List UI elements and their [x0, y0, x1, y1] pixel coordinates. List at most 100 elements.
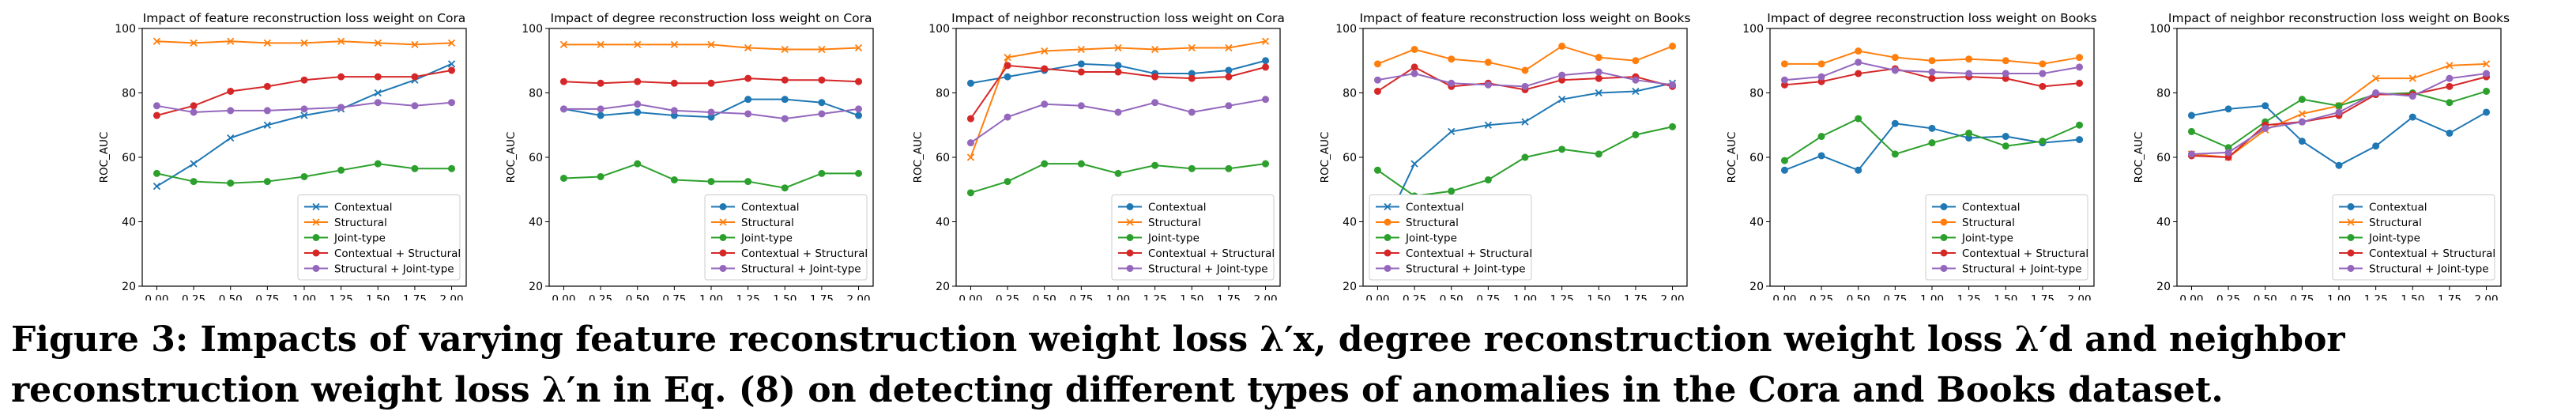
data-point — [2446, 99, 2454, 107]
data-point — [1373, 166, 1381, 174]
data-point — [1004, 178, 1011, 186]
data-point — [1817, 152, 1825, 160]
chart-panel-2: Impact of degree reconstruction loss wei… — [505, 11, 874, 300]
x-tick-label: 0.25 — [996, 293, 1019, 300]
data-point — [1928, 68, 1936, 76]
data-point — [2262, 102, 2269, 110]
data-point — [300, 105, 308, 113]
data-point — [1114, 169, 1122, 177]
legend-item: Structural — [1376, 217, 1459, 229]
data-point — [854, 43, 863, 52]
data-point — [670, 176, 678, 184]
data-point — [190, 160, 198, 168]
x-tick-label: 1.00 — [1920, 293, 1944, 300]
data-point — [2298, 96, 2306, 104]
legend-label: Joint-type — [1961, 232, 2013, 245]
data-point — [781, 115, 789, 123]
data-point — [2482, 60, 2491, 68]
legend-label: Structural — [1406, 217, 1459, 229]
legend-item: Contextual — [2339, 202, 2427, 214]
x-tick-label: 0.50 — [1440, 293, 1463, 300]
x-tick-label: 0.00 — [552, 293, 575, 300]
figure-caption: Figure 3: Impacts of varying feature rec… — [11, 315, 2568, 416]
legend-marker — [1940, 249, 1948, 257]
chart-title: Impact of feature reconstruction loss we… — [143, 11, 466, 25]
legend-box — [704, 194, 868, 281]
x-tick-label: 1.75 — [810, 293, 834, 300]
data-point — [447, 39, 456, 47]
x-tick-label: 0.00 — [958, 293, 982, 300]
data-point — [966, 139, 974, 147]
data-point — [1965, 129, 1973, 137]
legend-marker — [1126, 265, 1134, 272]
data-point — [1928, 57, 1936, 65]
data-point — [818, 99, 826, 107]
data-point — [1780, 166, 1788, 174]
legend-marker — [2347, 234, 2355, 241]
data-point — [1780, 60, 1788, 68]
x-tick-label: 1.00 — [699, 293, 723, 300]
data-point — [153, 37, 161, 45]
x-tick-label: 1.25 — [1550, 293, 1574, 300]
x-tick-label: 0.75 — [1883, 293, 1907, 300]
x-tick-label: 1.50 — [1180, 293, 1203, 300]
data-point — [818, 169, 826, 177]
data-point — [337, 73, 345, 81]
y-axis-label: ROC_AUC — [2133, 132, 2145, 183]
data-point — [559, 105, 567, 113]
data-point — [1373, 60, 1381, 68]
data-point — [227, 134, 235, 142]
data-point — [781, 45, 789, 54]
legend-marker — [2347, 203, 2355, 210]
data-point — [227, 179, 235, 187]
data-point — [1817, 60, 1825, 68]
data-point — [707, 178, 715, 186]
legend-label: Contextual + Structural — [741, 247, 868, 260]
caption-part-3: and neighbor reconstruction weight loss — [11, 319, 2357, 410]
data-point — [300, 172, 308, 180]
data-point — [1632, 57, 1640, 65]
y-tick-label: 100 — [115, 23, 136, 36]
data-point — [1928, 139, 1936, 147]
data-point — [2039, 82, 2047, 90]
data-point — [744, 110, 752, 118]
legend: Contextual Structural Joint-type Contextual… — [1369, 194, 1532, 281]
series-4 — [966, 62, 1270, 123]
data-point — [1855, 70, 1862, 77]
x-tick-label: 1.25 — [330, 293, 353, 300]
data-point — [670, 107, 678, 115]
legend-label: Structural — [1148, 217, 1201, 229]
data-point — [300, 39, 308, 47]
x-tick-label: 1.25 — [736, 293, 760, 300]
legend-label: Structural — [2369, 217, 2422, 229]
series-5 — [153, 99, 456, 116]
legend-label: Structural + Joint-type — [1406, 263, 1526, 276]
y-tick-label: 100 — [522, 23, 543, 36]
series-3 — [966, 160, 1270, 197]
y-tick-label: 40 — [122, 217, 136, 229]
data-point — [1410, 45, 1418, 53]
data-point — [153, 183, 161, 191]
data-point — [1891, 54, 1899, 62]
x-tick-label: 0.25 — [1403, 293, 1426, 300]
series-5 — [966, 96, 1270, 147]
data-point — [1817, 73, 1825, 81]
data-point — [263, 82, 271, 90]
y-tick-label: 40 — [1749, 217, 1764, 229]
data-point — [2262, 124, 2269, 132]
data-point — [559, 77, 567, 85]
y-tick-label: 40 — [936, 217, 950, 229]
legend-item: Joint-type — [2339, 232, 2420, 245]
data-point — [374, 73, 382, 81]
data-point — [2335, 161, 2343, 169]
x-tick-label: 1.75 — [1217, 293, 1241, 300]
legend-label: Contextual — [1962, 202, 2020, 214]
legend-label: Contextual + Structural — [334, 247, 461, 260]
y-axis-label: ROC_AUC — [1319, 132, 1331, 183]
data-point — [707, 40, 715, 49]
x-tick-label: 1.50 — [2401, 293, 2424, 300]
data-point — [2076, 54, 2084, 62]
data-point — [634, 100, 642, 108]
data-point — [1004, 62, 1011, 70]
data-point — [670, 40, 678, 49]
